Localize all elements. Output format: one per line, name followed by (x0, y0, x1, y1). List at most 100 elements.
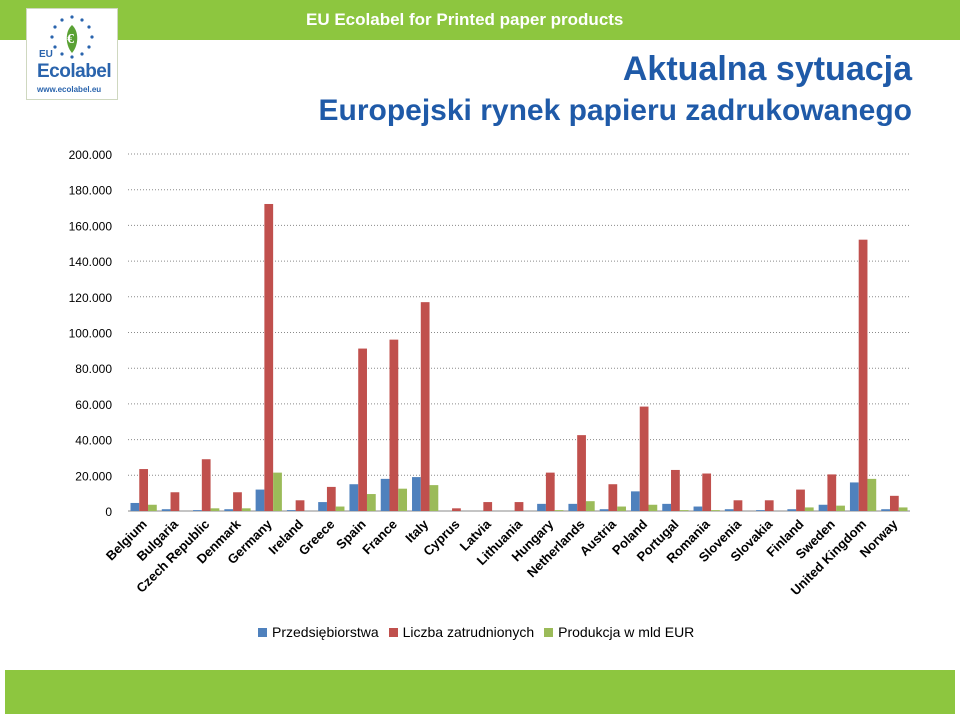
footer-bar (5, 670, 955, 714)
y-tick-label: 200.000 (69, 148, 113, 162)
bar-employees (702, 473, 712, 511)
bar-enterprises (756, 510, 765, 511)
bar-production (554, 510, 564, 511)
bar-production (366, 494, 376, 511)
legend-label: Przedsiębiorstwa (272, 624, 379, 640)
bar-enterprises (318, 502, 327, 511)
y-tick-label: 0 (105, 505, 112, 519)
bar-employees (514, 502, 524, 511)
bar-production (273, 472, 282, 511)
y-tick-label: 140.000 (69, 255, 113, 269)
bar-employees (170, 492, 180, 511)
bar-production (867, 478, 877, 511)
y-tick-label: 100.000 (69, 327, 113, 341)
bar-production (148, 504, 157, 511)
bar-employees (264, 203, 274, 512)
slide-subtitle: Europejski rynek papieru zadrukowanego (318, 94, 913, 127)
legend-item-enterprises: Przedsiębiorstwa (258, 624, 379, 640)
bar-production (241, 508, 251, 511)
ecolabel-logo: € EU Ecolabel www.ecolabel.eu (26, 8, 118, 100)
bar-enterprises (849, 482, 859, 511)
bar-production (398, 488, 408, 511)
bar-employees (889, 495, 899, 511)
bar-enterprises (349, 484, 359, 511)
y-tick-label: 160.000 (69, 219, 113, 233)
bar-production (585, 501, 595, 511)
legend-item-employees: Liczba zatrudnionych (388, 624, 535, 640)
bar-enterprises (130, 502, 140, 511)
bar-employees (858, 239, 868, 511)
y-tick-label: 40.000 (75, 434, 112, 448)
bar-chart: 0 20.000 40.000 60.000 80.000 100.000 120.000 1… (69, 148, 910, 598)
bar-enterprises (255, 489, 265, 511)
bar-enterprises (568, 503, 578, 511)
y-tick-label: 180.000 (69, 184, 113, 198)
bar-employees (545, 472, 555, 511)
legend-swatch (544, 627, 554, 637)
bar-employees (577, 435, 586, 511)
legend-swatch (258, 627, 267, 637)
bar-production (335, 506, 345, 511)
y-tick-label: 80.000 (75, 362, 112, 376)
bar-enterprises (286, 510, 296, 511)
chart-grid (128, 153, 910, 512)
y-axis-ticks: 0 20.000 40.000 60.000 80.000 100.000 120.000 1… (69, 148, 113, 519)
bar-enterprises (537, 503, 546, 511)
bar-enterprises (412, 477, 421, 511)
bar-enterprises (193, 510, 202, 511)
bar-employees (671, 469, 680, 511)
bar-employees (420, 302, 430, 511)
bar-employees (796, 489, 805, 511)
bar-production (429, 485, 439, 511)
legend-swatch (388, 627, 398, 637)
bar-enterprises (787, 509, 797, 511)
bar-production (210, 508, 220, 511)
bar-production (679, 510, 689, 511)
bar-enterprises (724, 509, 734, 511)
chart-legend: Przedsiębiorstwa Liczba zatrudnionych Pr… (258, 624, 704, 640)
ecolabel-logo-icon: € (50, 15, 94, 59)
bar-employees (827, 474, 837, 511)
bar-employees (295, 500, 305, 511)
bar-employees (764, 500, 774, 511)
bar-employees (201, 459, 211, 511)
bar-employees (639, 406, 649, 511)
chart-bars (130, 203, 908, 512)
bar-enterprises (599, 509, 609, 511)
bar-employees (452, 508, 461, 511)
bar-employees (389, 339, 399, 511)
bar-enterprises (380, 478, 390, 511)
y-tick-label: 20.000 (75, 469, 112, 483)
bar-enterprises (693, 506, 703, 511)
header-title: EU Ecolabel for Printed paper products (306, 10, 624, 29)
y-tick-label: 60.000 (75, 398, 112, 412)
bar-enterprises (630, 491, 640, 511)
bar-production (898, 507, 908, 511)
logo-brand-text: Ecolabel (37, 61, 112, 82)
bar-employees (139, 469, 149, 511)
bar-enterprises (818, 504, 828, 511)
legend-item-production: Produkcja w mld EUR (544, 624, 694, 640)
bar-employees (358, 348, 367, 511)
bar-production (836, 505, 845, 511)
bar-employees (326, 486, 336, 511)
bar-production (711, 510, 720, 511)
bar-enterprises (161, 509, 171, 511)
y-tick-label: 120.000 (69, 291, 113, 305)
bar-employees (608, 484, 618, 511)
bar-employees (483, 502, 493, 511)
header-bar (0, 0, 960, 40)
svg-text:€: € (67, 32, 74, 47)
logo-url-text: www.ecolabel.eu (37, 85, 102, 94)
legend-label: Liczba zatrudnionych (402, 624, 535, 640)
bar-production (617, 506, 626, 511)
legend-label: Produkcja w mld EUR (558, 624, 695, 640)
bar-enterprises (881, 509, 890, 511)
bar-employees (233, 492, 242, 511)
bar-employees (733, 500, 743, 511)
bar-production (648, 504, 658, 511)
bar-enterprises (662, 503, 672, 511)
bar-production (804, 507, 814, 511)
x-tick-label: France (359, 517, 400, 558)
